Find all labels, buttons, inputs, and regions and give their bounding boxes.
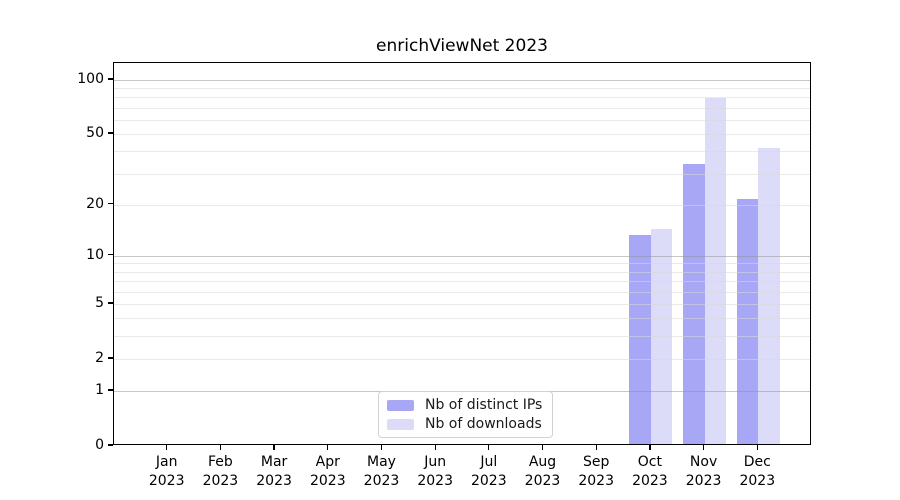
x-tick-month: Oct: [637, 454, 662, 470]
x-tick-month: Jan: [155, 454, 178, 470]
x-tick-label-sep: Sep 2023: [561, 453, 631, 491]
legend-item-distinct-ips: Nb of distinct IPs: [387, 397, 542, 413]
y-tick-label-100: 100: [77, 70, 104, 87]
y-tick-5: [108, 302, 113, 304]
x-tick-year: 2023: [739, 473, 776, 489]
x-tick-month: Sep: [582, 454, 610, 470]
x-tick-month: Dec: [743, 454, 771, 470]
x-tick-apr: [327, 445, 329, 450]
x-tick-year: 2023: [578, 473, 614, 489]
x-tick-year: 2023: [685, 473, 722, 489]
x-tick-year: 2023: [632, 473, 668, 489]
bar-dec-downloads: [758, 147, 780, 444]
x-tick-label-jul: Jul 2023: [454, 453, 524, 491]
chart-title: enrichViewNet 2023: [376, 36, 548, 56]
legend-swatch-downloads: [387, 418, 414, 430]
x-tick-label-mar: Mar 2023: [239, 453, 309, 491]
x-tick-year: 2023: [202, 473, 239, 489]
x-tick-sep: [595, 445, 597, 450]
bars-layer: [114, 63, 810, 444]
x-tick-year: 2023: [148, 473, 185, 489]
bar-nov-distinct-ips: [683, 164, 705, 444]
x-tick-month: Aug: [528, 454, 557, 470]
x-tick-month: Feb: [207, 454, 233, 470]
x-tick-nov: [702, 445, 705, 450]
y-tick-100: [108, 78, 113, 80]
legend-item-downloads: Nb of downloads: [387, 416, 542, 432]
y-tick-1: [108, 389, 113, 391]
plot-area: [113, 62, 811, 445]
x-tick-label-nov: Nov 2023: [669, 453, 739, 491]
y-tick-label-20: 20: [86, 195, 104, 212]
x-tick-month: Jul: [480, 454, 498, 470]
bar-nov-downloads: [704, 98, 727, 444]
x-tick-label-jun: Jun 2023: [400, 453, 470, 491]
y-tick-label-10: 10: [86, 246, 104, 263]
x-tick-label-apr: Apr 2023: [293, 453, 363, 491]
x-tick-jun: [434, 445, 436, 450]
legend-label-distinct-ips: Nb of distinct IPs: [425, 397, 543, 413]
x-tick-label-aug: Aug 2023: [508, 453, 578, 491]
x-tick-label-dec: Dec 2023: [722, 453, 792, 491]
x-tick-month: Mar: [260, 454, 288, 470]
x-tick-feb: [219, 445, 222, 450]
y-tick-10: [108, 254, 113, 256]
legend-swatch-distinct-ips: [387, 399, 414, 411]
x-tick-year: 2023: [524, 473, 561, 489]
x-tick-year: 2023: [470, 473, 507, 489]
bar-dec-distinct-ips: [736, 198, 759, 444]
y-tick-50: [108, 132, 113, 134]
x-tick-label-may: May 2023: [347, 453, 417, 491]
legend: Nb of distinct IPs Nb of downloads: [378, 391, 554, 438]
y-tick-label-1: 1: [95, 382, 104, 398]
x-tick-month: May: [367, 454, 396, 470]
x-tick-label-oct: Oct 2023: [615, 453, 685, 491]
x-tick-label-feb: Feb 2023: [185, 453, 255, 491]
x-tick-label-jan: Jan 2023: [132, 453, 202, 491]
x-tick-month: Nov: [689, 454, 718, 470]
x-tick-year: 2023: [363, 473, 400, 489]
x-tick-jan: [166, 445, 168, 450]
x-tick-month: Apr: [315, 454, 340, 470]
x-tick-year: 2023: [417, 473, 453, 489]
legend-label-downloads: Nb of downloads: [425, 416, 542, 432]
x-tick-year: 2023: [256, 473, 292, 489]
y-tick-label-5: 5: [95, 294, 104, 311]
bar-oct-distinct-ips: [629, 234, 651, 444]
y-tick-2: [108, 357, 113, 359]
x-tick-oct: [649, 445, 651, 450]
x-tick-dec: [756, 445, 758, 450]
y-tick-label-2: 2: [95, 349, 104, 366]
x-tick-mar: [273, 445, 275, 450]
x-tick-year: 2023: [309, 473, 346, 489]
x-tick-jul: [488, 445, 490, 450]
x-tick-may: [380, 445, 383, 450]
x-tick-month: Jun: [424, 454, 447, 470]
y-tick-0: [108, 444, 113, 446]
x-tick-aug: [541, 445, 544, 450]
y-tick-label-0: 0: [95, 437, 104, 453]
y-tick-20: [108, 202, 113, 205]
bar-oct-downloads: [650, 229, 673, 444]
y-tick-label-50: 50: [86, 125, 104, 142]
